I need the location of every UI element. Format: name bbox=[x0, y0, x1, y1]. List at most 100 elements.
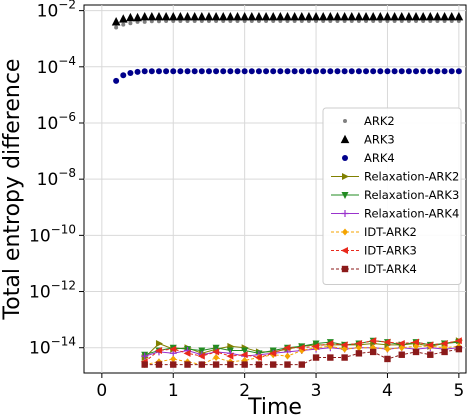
data-point bbox=[241, 347, 249, 355]
y-tick-base: 10 bbox=[37, 58, 59, 78]
data-point bbox=[161, 11, 171, 21]
grid-lines bbox=[84, 5, 466, 373]
data-point bbox=[268, 11, 278, 21]
data-point bbox=[140, 11, 150, 21]
data-point bbox=[233, 11, 242, 21]
data-point bbox=[198, 347, 206, 355]
data-point bbox=[340, 11, 349, 21]
legend-frame bbox=[322, 107, 462, 285]
y-tick-label: 10−6 bbox=[37, 110, 76, 134]
data-point bbox=[240, 11, 249, 21]
data-point bbox=[248, 68, 255, 75]
data-point bbox=[390, 11, 399, 21]
data-point bbox=[227, 68, 234, 75]
data-point bbox=[240, 351, 248, 359]
legend-marker bbox=[340, 134, 350, 144]
data-point bbox=[384, 68, 391, 75]
data-point bbox=[118, 14, 128, 23]
data-point bbox=[212, 361, 220, 368]
legend: ARK2 ARK3 ARK4 Relaxation-ARK2 Relaxation-AR… bbox=[322, 107, 462, 285]
data-point bbox=[184, 361, 191, 368]
legend-marker bbox=[342, 228, 348, 236]
data-point bbox=[261, 11, 271, 21]
data-point bbox=[341, 68, 348, 75]
data-point bbox=[226, 11, 235, 21]
data-point bbox=[433, 11, 442, 21]
y-tick-label: 10−12 bbox=[29, 279, 76, 303]
data-point bbox=[127, 69, 134, 76]
data-point bbox=[204, 11, 214, 21]
data-point bbox=[227, 361, 234, 368]
data-point bbox=[341, 354, 348, 361]
y-tick-label: 10−4 bbox=[37, 54, 76, 78]
legend-marker bbox=[341, 247, 348, 254]
data-point bbox=[312, 342, 320, 350]
data-point bbox=[170, 68, 177, 75]
legend-marker bbox=[341, 192, 349, 199]
data-point bbox=[177, 68, 184, 75]
data-point bbox=[270, 68, 277, 75]
data-point bbox=[277, 68, 284, 75]
legend-marker bbox=[341, 265, 349, 273]
data-point bbox=[398, 68, 405, 75]
legend-entry: Relaxation-ARK3 bbox=[331, 188, 459, 202]
data-point bbox=[283, 344, 291, 352]
data-point bbox=[126, 12, 135, 22]
data-point bbox=[361, 11, 371, 21]
data-point bbox=[377, 68, 384, 75]
y-tick-base: 10 bbox=[29, 226, 51, 246]
data-point bbox=[455, 345, 463, 353]
data-point bbox=[141, 68, 148, 75]
data-point bbox=[133, 12, 142, 22]
data-point bbox=[355, 68, 362, 75]
data-point bbox=[305, 68, 312, 75]
y-tick-exponent: −2 bbox=[58, 0, 76, 12]
y-tick-label: 10−2 bbox=[37, 0, 76, 22]
data-point bbox=[412, 348, 420, 356]
data-point bbox=[213, 68, 220, 75]
data-point bbox=[363, 68, 370, 75]
legend-entry: ARK2 bbox=[343, 114, 395, 128]
legend-entry: IDT-ARK4 bbox=[331, 262, 417, 276]
data-point bbox=[297, 11, 307, 21]
data-series bbox=[111, 11, 464, 369]
data-point bbox=[254, 11, 264, 21]
data-point bbox=[163, 68, 170, 75]
data-point bbox=[197, 11, 207, 21]
data-point bbox=[327, 354, 334, 361]
legend-label: IDT-ARK4 bbox=[364, 262, 417, 276]
x-tick-label: 3 bbox=[311, 381, 322, 401]
data-point bbox=[312, 354, 320, 361]
data-point bbox=[326, 340, 334, 348]
legend-label: Relaxation-ARK2 bbox=[364, 170, 459, 184]
data-point bbox=[190, 11, 199, 21]
legend-entry: Relaxation-ARK4 bbox=[331, 207, 459, 221]
legend-label: ARK3 bbox=[364, 133, 395, 147]
data-point bbox=[226, 352, 234, 360]
data-point bbox=[313, 68, 320, 75]
data-point bbox=[383, 338, 391, 346]
legend-label: ARK2 bbox=[364, 114, 395, 128]
y-tick-base: 10 bbox=[29, 339, 51, 359]
data-point bbox=[368, 11, 378, 21]
data-point bbox=[441, 68, 448, 75]
data-point bbox=[155, 361, 163, 368]
data-point bbox=[425, 11, 435, 21]
data-point bbox=[170, 361, 177, 368]
legend-entry: ARK4 bbox=[342, 151, 395, 165]
data-point bbox=[141, 352, 149, 360]
legend-marker bbox=[342, 155, 348, 161]
data-point bbox=[427, 68, 434, 75]
data-point bbox=[142, 19, 147, 24]
y-tick-exponent: −8 bbox=[58, 166, 76, 180]
data-point bbox=[198, 68, 205, 75]
data-point bbox=[348, 68, 355, 75]
data-point bbox=[241, 361, 248, 368]
data-point bbox=[183, 349, 191, 357]
data-point bbox=[197, 352, 205, 360]
legend-entry: IDT-ARK3 bbox=[331, 244, 417, 258]
data-point bbox=[369, 348, 377, 356]
data-point bbox=[384, 345, 391, 353]
data-point bbox=[168, 11, 178, 21]
